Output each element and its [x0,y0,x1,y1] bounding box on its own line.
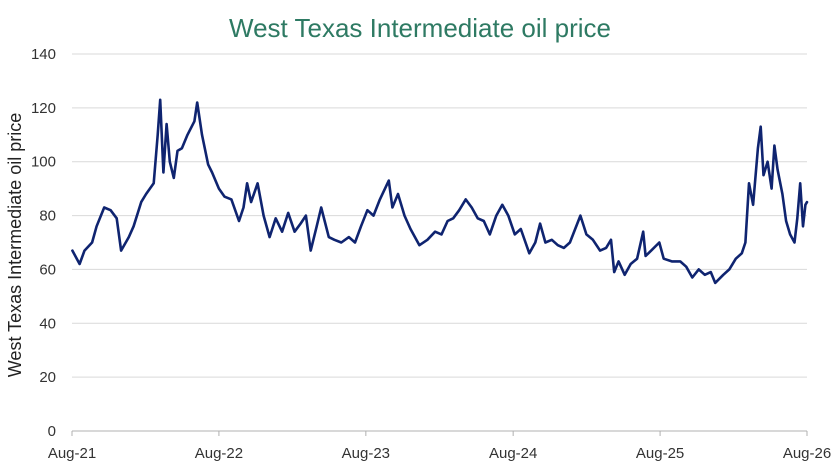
y-tick-label-40: 40 [39,315,56,332]
x-tick-label-0: Aug-21 [48,445,96,462]
x-axis: Aug-21 Aug-22 Aug-23 Aug-24 Aug-25 Aug-26 [48,430,831,462]
y-tick-label-120: 120 [31,100,56,117]
y-tick-label-0: 0 [48,423,56,440]
series-group [71,98,809,285]
x-tick-label-4: Aug-25 [636,445,684,462]
y-tick-labels: 0 20 40 60 80 100 120 140 [31,46,56,440]
chart-title: West Texas Intermediate oil price [229,13,611,43]
y-tick-label-20: 20 [39,369,56,386]
y-tick-label-100: 100 [31,154,56,171]
y-tick-label-60: 60 [39,261,56,278]
x-tick-label-3: Aug-24 [489,445,537,462]
y-axis-label: West Texas Intermediate oil price [5,113,25,377]
y-tick-label-80: 80 [39,208,56,225]
x-tick-label-5: Aug-26 [783,445,831,462]
x-tick-label-1: Aug-22 [195,445,243,462]
y-tick-label-140: 140 [31,46,56,63]
x-tick-label-2: Aug-23 [342,445,390,462]
gridlines [72,53,807,378]
series-line-0 [71,98,809,285]
